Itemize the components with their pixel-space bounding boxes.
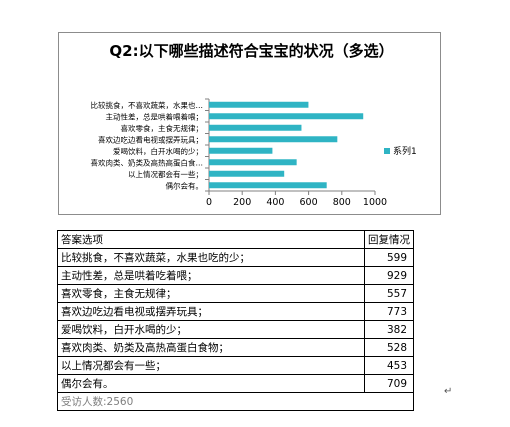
table-row: 以上情况都会有一些； 453: [57, 356, 414, 375]
table-header-row: 答案选项 回复情况: [57, 230, 414, 249]
count-cell: 599: [364, 248, 414, 267]
answer-cell: 比较挑食，不喜欢蔬菜，水果也吃的少；: [57, 248, 365, 267]
category-label: 爱喝饮料，白开水喝的少；: [113, 146, 203, 156]
x-tick-label: 400: [266, 197, 284, 208]
table-row: 喜欢零食，主食无规律； 557: [57, 284, 414, 303]
table-row: 喜欢肉类、奶类及高热高蛋白食物； 528: [57, 338, 414, 357]
count-cell: 773: [364, 302, 414, 321]
legend-label: 系列1: [393, 145, 417, 157]
category-label: 主动性差，总是哄着喂着喂；: [106, 111, 204, 121]
header-response-count: 回复情况: [364, 230, 414, 249]
bar: [209, 124, 302, 131]
x-tick-label: 200: [233, 197, 251, 208]
respondent-count: 受访人数:2560: [57, 392, 414, 411]
paragraph-mark: ↵: [444, 386, 453, 397]
response-table: 答案选项 回复情况 比较挑食，不喜欢蔬菜，水果也吃的少； 599 主动性差，总是…: [57, 230, 414, 411]
category-label: 喜欢零食，主食无规律；: [121, 123, 204, 133]
bar: [209, 147, 273, 154]
table-row: 主动性差，总是哄着吃着喂； 929: [57, 266, 414, 285]
category-label: 喜欢边吃边看电视或摆弄玩具；: [98, 134, 203, 144]
header-answer-option: 答案选项: [57, 230, 365, 249]
bar: [209, 136, 338, 143]
category-label: 偶尔会有。: [166, 180, 204, 190]
answer-cell: 喜欢零食，主食无规律；: [57, 284, 365, 303]
count-cell: 929: [364, 266, 414, 285]
table-footer-row: 受访人数:2560: [57, 392, 414, 411]
x-tick-label: 1000: [363, 197, 387, 208]
bar: [209, 101, 309, 108]
answer-cell: 以上情况都会有一些；: [57, 356, 365, 375]
count-cell: 528: [364, 338, 414, 357]
x-tick-label: 0: [206, 197, 212, 208]
bar: [209, 170, 285, 177]
bar: [209, 113, 364, 120]
x-tick-label: 600: [300, 197, 318, 208]
table-row: 比较挑食，不喜欢蔬菜，水果也吃的少； 599: [57, 248, 414, 267]
bar: [209, 182, 327, 189]
count-cell: 453: [364, 356, 414, 375]
category-label: 比较挑食，不喜欢蔬菜，水果也…: [91, 100, 204, 110]
bar: [209, 159, 297, 166]
answer-cell: 主动性差，总是哄着吃着喂；: [57, 266, 365, 285]
table-row: 喜欢边吃边看电视或摆弄玩具； 773: [57, 302, 414, 321]
count-cell: 709: [364, 374, 414, 393]
category-label: 以上情况都会有一些；: [128, 169, 203, 179]
answer-cell: 喜欢肉类、奶类及高热高蛋白食物；: [57, 338, 365, 357]
count-cell: 382: [364, 320, 414, 339]
table-row: 偶尔会有。 709: [57, 374, 414, 393]
x-tick-label: 800: [333, 197, 351, 208]
answer-cell: 偶尔会有。: [57, 374, 365, 393]
bar-chart: 0 200 400 600 800 1000 比较挑食，不喜欢蔬菜，水果也…主动性差，总是哄…: [91, 98, 417, 208]
chart-title: Q2:以下哪些描述符合宝宝的状况（多选）: [109, 42, 394, 60]
chart-container: Q2:以下哪些描述符合宝宝的状况（多选） 0 200 400 600 800 1000 比较…: [58, 32, 441, 215]
answer-cell: 喜欢边吃边看电视或摆弄玩具；: [57, 302, 365, 321]
table-row: 爱喝饮料，白开水喝的少； 382: [57, 320, 414, 339]
count-cell: 557: [364, 284, 414, 303]
answer-cell: 爱喝饮料，白开水喝的少；: [57, 320, 365, 339]
legend-swatch: [384, 148, 390, 154]
category-label: 喜欢肉类、奶类及高热高蛋白食…: [91, 157, 204, 167]
